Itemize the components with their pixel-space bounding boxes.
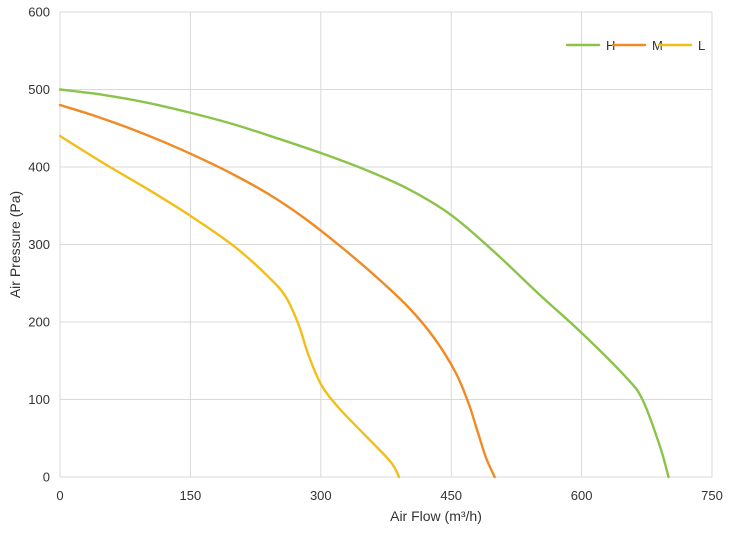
x-tick-label: 450: [440, 488, 462, 503]
y-tick-label: 100: [28, 392, 50, 407]
grid-layer: [59, 11, 713, 477]
y-tick-label: 500: [28, 82, 50, 97]
y-tick-label: 600: [28, 5, 50, 20]
series-l-line: [58, 134, 401, 479]
y-tick-label: 400: [28, 160, 50, 175]
legend-h-label: H: [606, 38, 615, 53]
x-axis-title: Air Flow (m³/h): [390, 508, 482, 524]
tick-layer: 0 100 200 300 400 500 600 0 150 300 450 600 750: [28, 5, 723, 504]
series-h-line: [58, 88, 670, 479]
series-m-line: [58, 103, 496, 479]
legend-m-label: M: [652, 38, 663, 53]
y-tick-label: 200: [28, 315, 50, 330]
y-tick-label: 300: [28, 237, 50, 252]
legend-l-label: L: [698, 38, 705, 53]
plot-area: [58, 11, 713, 479]
y-tick-label: 0: [43, 470, 50, 485]
x-tick-label: 150: [180, 488, 202, 503]
series-layer: [58, 88, 670, 479]
x-tick-label: 750: [701, 488, 723, 503]
x-tick-label: 0: [56, 488, 63, 503]
x-tick-label: 300: [310, 488, 332, 503]
y-axis-title: Air Pressure (Pa): [7, 191, 23, 298]
x-tick-label: 600: [571, 488, 593, 503]
